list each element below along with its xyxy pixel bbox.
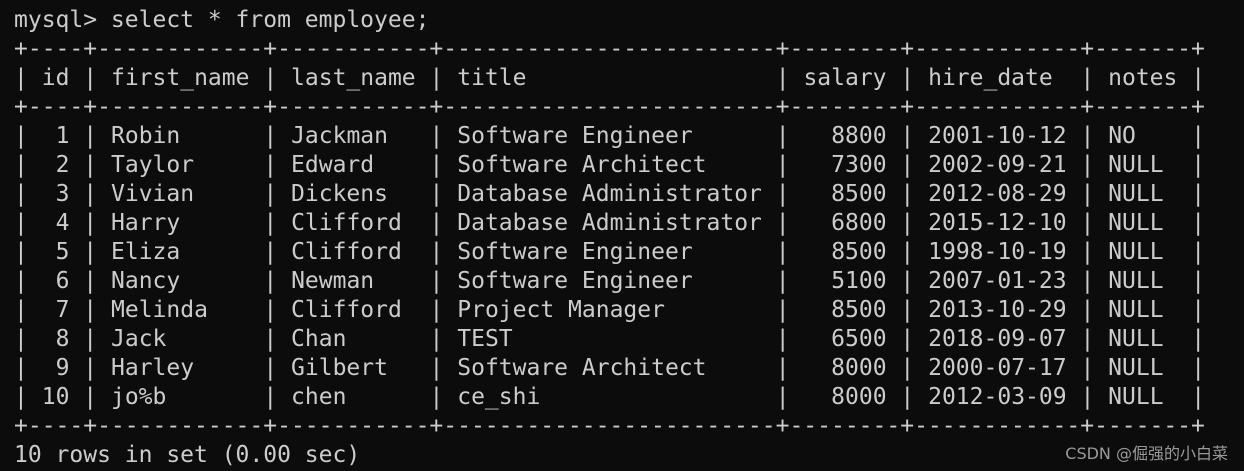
terminal-line: | 5 | Eliza | Clifford | Software Engine… xyxy=(14,239,1206,265)
table-cell: 8500 xyxy=(831,297,887,323)
table-cell: Harry xyxy=(111,210,181,236)
table-cell: 5100 xyxy=(831,268,887,294)
table-cell: NO xyxy=(1108,123,1136,149)
table-cell: NULL xyxy=(1108,239,1164,265)
table-cell: 6500 xyxy=(831,326,887,352)
table-cell: TEST xyxy=(457,326,513,352)
terminal-line: | 7 | Melinda | Clifford | Project Manag… xyxy=(14,297,1206,323)
table-cell: Vivian xyxy=(111,181,195,207)
watermark: CSDN @倔强的小白菜 xyxy=(1065,444,1228,463)
table-cell: 7 xyxy=(55,297,70,323)
terminal-line: | 2 | Taylor | Edward | Software Archite… xyxy=(14,152,1206,178)
table-cell: 8500 xyxy=(831,239,887,265)
table-cell: NULL xyxy=(1108,355,1164,381)
terminal-line: | 9 | Harley | Gilbert | Software Archit… xyxy=(14,355,1206,381)
table-cell: 2012-08-29 xyxy=(928,181,1067,207)
table-cell: Harley xyxy=(111,355,195,381)
table-border: +----+------------+-----------+---------… xyxy=(14,94,1205,120)
table-cell: 9 xyxy=(55,355,70,381)
table-cell: 10 xyxy=(41,384,70,410)
table-cell: 6 xyxy=(55,268,70,294)
terminal-line: 10 rows in set (0.00 sec) xyxy=(14,441,1205,470)
result-summary: 10 rows in set (0.00 sec) xyxy=(14,442,361,468)
table-cell: NULL xyxy=(1108,152,1164,178)
table-cell: 4 xyxy=(55,210,70,236)
table-cell: 3 xyxy=(55,181,70,207)
table-cell: Newman xyxy=(291,268,375,294)
table-cell: 2007-01-23 xyxy=(928,268,1067,294)
table-cell: Software Architect xyxy=(457,355,707,381)
table-cell: Project Manager xyxy=(457,297,665,323)
table-cell: NULL xyxy=(1108,210,1164,236)
table-cell: Robin xyxy=(111,123,181,149)
table-cell: 8000 xyxy=(831,384,887,410)
column-header: first_name xyxy=(110,65,250,91)
column-header: salary xyxy=(803,65,887,91)
table-cell: Taylor xyxy=(111,152,195,178)
terminal-line: | 8 | Jack | Chan | TEST | 6500 | 2018-0… xyxy=(14,326,1206,352)
table-cell: 2002-09-21 xyxy=(928,152,1067,178)
table-cell: Clifford xyxy=(291,239,402,265)
table-cell: 6800 xyxy=(831,210,887,236)
table-cell: 1 xyxy=(55,123,70,149)
terminal-line: | 10 | jo%b | chen | ce_shi | 8000 | 201… xyxy=(14,384,1206,410)
table-cell: 2 xyxy=(55,152,70,178)
terminal-line: | 6 | Nancy | Newman | Software Engineer… xyxy=(14,268,1206,294)
column-header: notes xyxy=(1108,65,1178,91)
table-cell: Database Administrator xyxy=(457,181,762,207)
table-cell: Edward xyxy=(291,152,375,178)
table-cell: Software Engineer xyxy=(457,268,693,294)
terminal-output: mysql> select * from employee; +----+----… xyxy=(14,6,1205,470)
table-cell: Eliza xyxy=(111,239,181,265)
table-cell: 5 xyxy=(55,239,70,265)
table-cell: NULL xyxy=(1108,181,1164,207)
table-cell: Nancy xyxy=(111,268,181,294)
table-cell: Jackman xyxy=(291,123,388,149)
table-cell: 2013-10-29 xyxy=(928,297,1067,323)
table-cell: jo%b xyxy=(110,384,167,410)
table-cell: NULL xyxy=(1108,297,1164,323)
table-cell: 2015-12-10 xyxy=(928,210,1067,236)
table-cell: Software Engineer xyxy=(457,239,693,265)
column-header: last_name xyxy=(291,65,416,91)
table-cell: Gilbert xyxy=(291,355,388,381)
table-cell: Clifford xyxy=(291,297,402,323)
prompt: mysql> select * from employee; xyxy=(14,7,430,33)
column-header: title xyxy=(457,65,527,91)
terminal-line: | 3 | Vivian | Dickens | Database Admini… xyxy=(14,181,1206,207)
table-cell: 8500 xyxy=(831,181,887,207)
table-cell: 8800 xyxy=(831,123,887,149)
table-cell: 2012-03-09 xyxy=(928,384,1067,410)
table-cell: ce_shi xyxy=(457,384,541,410)
table-cell: Clifford xyxy=(291,210,402,236)
table-cell: 2000-07-17 xyxy=(928,355,1067,381)
table-cell: Jack xyxy=(111,326,167,352)
table-cell: 2018-09-07 xyxy=(928,326,1067,352)
table-cell: Chan xyxy=(291,326,347,352)
terminal-line: mysql> select * from employee; xyxy=(14,6,1205,35)
table-cell: chen xyxy=(291,384,347,410)
table-cell: Dickens xyxy=(291,181,388,207)
table-cell: NULL xyxy=(1108,268,1164,294)
table-cell: Database Administrator xyxy=(457,210,762,236)
table-cell: 7300 xyxy=(831,152,887,178)
table-cell: 8 xyxy=(55,326,70,352)
table-cell: Software Architect xyxy=(457,152,707,178)
table-cell: 8000 xyxy=(831,355,887,381)
terminal-line: | 1 | Robin | Jackman | Software Enginee… xyxy=(14,123,1206,149)
table-cell: 1998-10-19 xyxy=(928,239,1067,265)
table-cell: Software Engineer xyxy=(457,123,693,149)
table-cell: 2001-10-12 xyxy=(928,123,1067,149)
table-cell: Melinda xyxy=(111,297,208,323)
terminal-line: | id | first_name | last_name | title | … xyxy=(14,65,1206,91)
column-header: id xyxy=(41,65,70,91)
terminal-line: | 4 | Harry | Clifford | Database Admini… xyxy=(14,210,1206,236)
table-border: +----+------------+-----------+---------… xyxy=(14,413,1205,439)
table-border: +----+------------+-----------+---------… xyxy=(14,36,1205,62)
table-cell: NULL xyxy=(1108,384,1164,410)
column-header: hire_date xyxy=(928,65,1053,91)
table-cell: NULL xyxy=(1108,326,1164,352)
